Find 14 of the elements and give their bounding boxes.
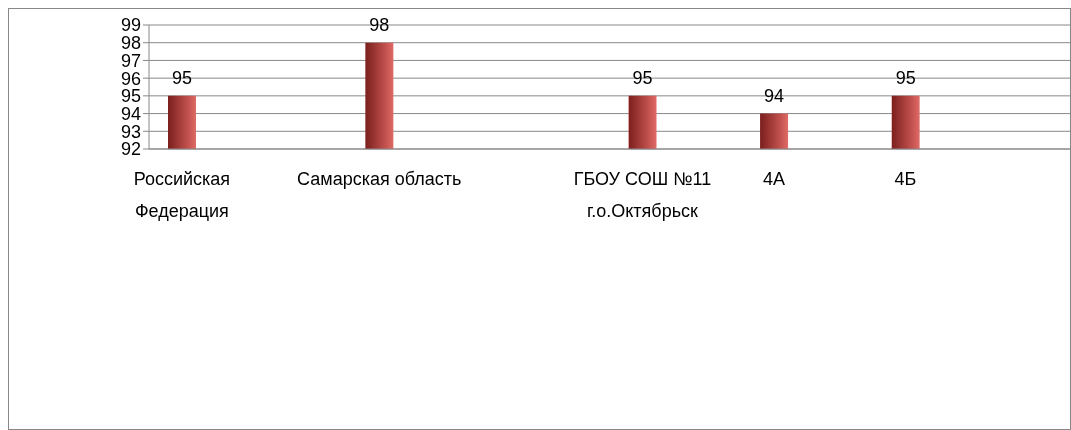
data-label: 95: [171, 67, 193, 88]
x-tick-label: ГБОУ СОШ №11 г.о.Октябрьск: [573, 169, 712, 221]
x-tick-label: Российская Федерация: [133, 169, 231, 221]
data-label: 95: [632, 67, 653, 88]
x-tick-label: 4Б: [894, 169, 917, 189]
y-tick-label: 92: [120, 139, 141, 160]
data-label: 94: [764, 85, 785, 106]
data-label: 98: [369, 14, 390, 35]
y-tick-label: 93: [120, 121, 141, 142]
data-label: 95: [895, 67, 916, 88]
y-tick-label: 96: [120, 68, 141, 89]
x-tick-label: 4А: [762, 169, 785, 189]
y-tick-label: 99: [120, 15, 141, 36]
x-tick-label: Самарская область: [297, 169, 462, 189]
